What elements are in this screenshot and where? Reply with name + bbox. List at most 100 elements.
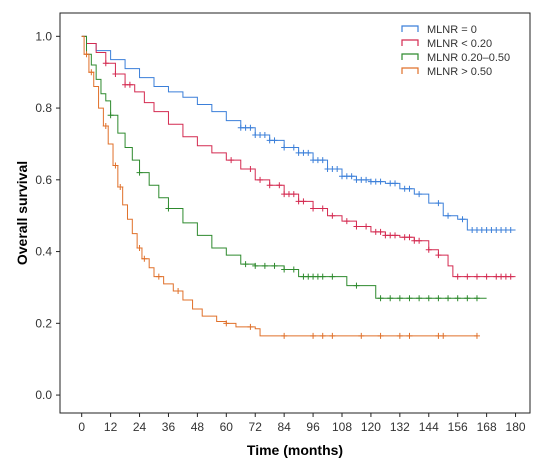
x-tick-label: 60	[220, 420, 234, 434]
y-tick-label: 0.0	[35, 388, 52, 402]
censor-mark	[175, 288, 182, 295]
censor-mark	[228, 157, 235, 164]
plot-frame	[59, 12, 531, 414]
censor-mark	[329, 332, 336, 339]
censor-mark	[377, 332, 384, 339]
censor-mark	[406, 234, 413, 241]
x-axis-label: Time (months)	[247, 442, 343, 458]
censor-mark	[223, 320, 230, 327]
x-tick-label: 72	[249, 420, 263, 434]
censor-mark	[310, 205, 317, 212]
series-lines	[81, 35, 516, 339]
x-tick-label: 168	[477, 420, 497, 434]
censor-mark	[136, 169, 143, 176]
censor-mark	[334, 166, 341, 173]
censor-mark	[425, 246, 432, 253]
censor-mark	[445, 212, 452, 219]
series-line-3	[81, 35, 477, 337]
censor-mark	[464, 295, 471, 302]
censor-mark	[387, 295, 394, 302]
censor-mark	[290, 144, 297, 151]
censor-mark	[281, 332, 288, 339]
censor-mark	[247, 166, 254, 173]
censor-mark	[483, 273, 490, 280]
x-tick-label: 36	[162, 420, 176, 434]
censor-mark	[271, 137, 278, 144]
censor-mark	[464, 273, 471, 280]
censor-mark	[310, 332, 317, 339]
x-tick-label: 144	[419, 420, 439, 434]
censor-mark	[290, 191, 297, 198]
censor-mark	[102, 123, 109, 130]
censor-mark	[454, 273, 461, 280]
censor-mark	[271, 262, 278, 269]
censor-mark	[329, 273, 336, 280]
censor-mark	[305, 149, 312, 156]
x-tick-label: 156	[448, 420, 468, 434]
censor-mark	[392, 180, 399, 187]
censor-mark	[435, 295, 442, 302]
censor-mark	[377, 295, 384, 302]
censor-mark	[242, 261, 249, 268]
censor-mark	[112, 162, 119, 169]
censor-mark	[107, 112, 114, 119]
censor-mark	[445, 295, 452, 302]
legend-swatch	[401, 39, 419, 46]
censor-mark	[363, 176, 370, 183]
censor-mark	[136, 244, 143, 251]
censor-mark	[343, 218, 350, 225]
censor-mark	[396, 332, 403, 339]
y-tick-label: 0.6	[35, 173, 52, 187]
censor-mark	[459, 216, 466, 223]
legend-swatch	[401, 53, 419, 60]
censor-mark	[473, 295, 480, 302]
x-tick-label: 108	[332, 420, 352, 434]
censor-mark	[507, 227, 514, 234]
censor-mark	[406, 295, 413, 302]
censor-mark	[290, 266, 297, 273]
censor-mark	[112, 70, 119, 77]
censor-mark	[377, 178, 384, 185]
censor-mark	[507, 273, 514, 280]
x-tick-label: 180	[506, 420, 526, 434]
x-tick-label: 84	[277, 420, 291, 434]
x-tick-label: 0	[78, 420, 85, 434]
legend-label: MLNR 0.20–0.50	[427, 52, 510, 64]
x-tick-label: 96	[306, 420, 320, 434]
censor-mark	[392, 232, 399, 239]
censor-mark	[416, 191, 423, 198]
y-tick-label: 1.0	[35, 29, 52, 43]
legend-swatch	[401, 25, 419, 32]
censor-mark	[473, 273, 480, 280]
censor-mark	[276, 182, 283, 189]
censor-mark	[473, 332, 480, 339]
censor-mark	[435, 200, 442, 207]
censor-mark	[435, 252, 442, 259]
x-tick-label: 48	[191, 420, 205, 434]
legend: MLNR = 0 MLNR < 0.20 MLNR 0.20–0.50 MLNR > …	[401, 24, 510, 78]
censor-mark	[416, 237, 423, 244]
censor-mark	[406, 185, 413, 192]
censor-mark	[363, 223, 370, 230]
censor-mark	[358, 332, 365, 339]
censor-mark	[126, 81, 133, 88]
censor-mark	[348, 173, 355, 180]
x-tick-label: 120	[361, 420, 381, 434]
x-tick-label: 24	[133, 420, 147, 434]
censor-mark	[141, 255, 148, 262]
censor-mark	[117, 183, 124, 190]
censor-mark	[247, 124, 254, 131]
legend-label: MLNR < 0.20	[427, 38, 492, 50]
y-tick-label: 0.8	[35, 101, 52, 115]
censor-mark	[416, 295, 423, 302]
x-tick-label: 132	[390, 420, 410, 434]
censor-mark	[319, 205, 326, 212]
x-tick-label: 12	[104, 420, 118, 434]
censor-mark	[396, 295, 403, 302]
x-axis-ticks: 0 12 24 36 48 60 72 84 96 108 120 132 144 156 168 180	[78, 413, 526, 434]
censor-mark	[319, 157, 326, 164]
censor-mark	[165, 205, 172, 212]
legend-swatch	[401, 67, 419, 74]
censor-mark	[155, 273, 162, 280]
